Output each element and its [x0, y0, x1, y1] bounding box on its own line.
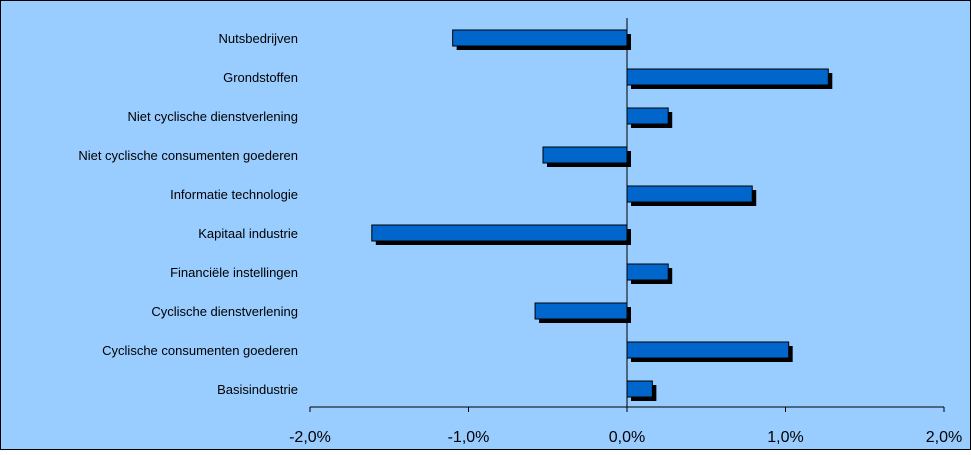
bar-1	[626, 68, 829, 86]
x-tick-label: 0,0%	[609, 429, 645, 446]
x-tick-label: -2,0%	[289, 429, 331, 446]
category-label: Cyclische consumenten goederen	[102, 343, 298, 358]
x-tick-label: 2,0%	[926, 429, 962, 446]
bar-0	[452, 29, 628, 47]
category-label: Niet cyclische consumenten goederen	[78, 148, 298, 163]
x-tick-label: -1,0%	[448, 429, 490, 446]
category-label: Kapitaal industrie	[198, 226, 298, 241]
category-label: Basisindustrie	[217, 382, 298, 397]
bar-2	[626, 107, 669, 125]
axes-layer	[309, 18, 945, 412]
category-label: Cyclische dienstverlening	[151, 304, 298, 319]
bar-4	[626, 185, 753, 203]
category-label: Financiële instellingen	[170, 265, 298, 280]
bar-6	[626, 263, 669, 281]
category-label: Grondstoffen	[223, 70, 298, 85]
category-label: Informatie technologie	[170, 187, 298, 202]
x-tick-label: 1,0%	[767, 429, 803, 446]
category-label: Nutsbedrijven	[219, 31, 299, 46]
bar-8	[626, 341, 790, 359]
bar-9	[626, 380, 653, 398]
bar-5	[371, 224, 628, 242]
bars-layer	[371, 29, 833, 401]
labels-layer: Nutsbedrijven Grondstoffen Niet cyclische …	[78, 31, 962, 446]
bar-7	[534, 302, 628, 320]
category-label: Niet cyclische dienstverlening	[127, 109, 298, 124]
bar-3	[542, 146, 628, 164]
